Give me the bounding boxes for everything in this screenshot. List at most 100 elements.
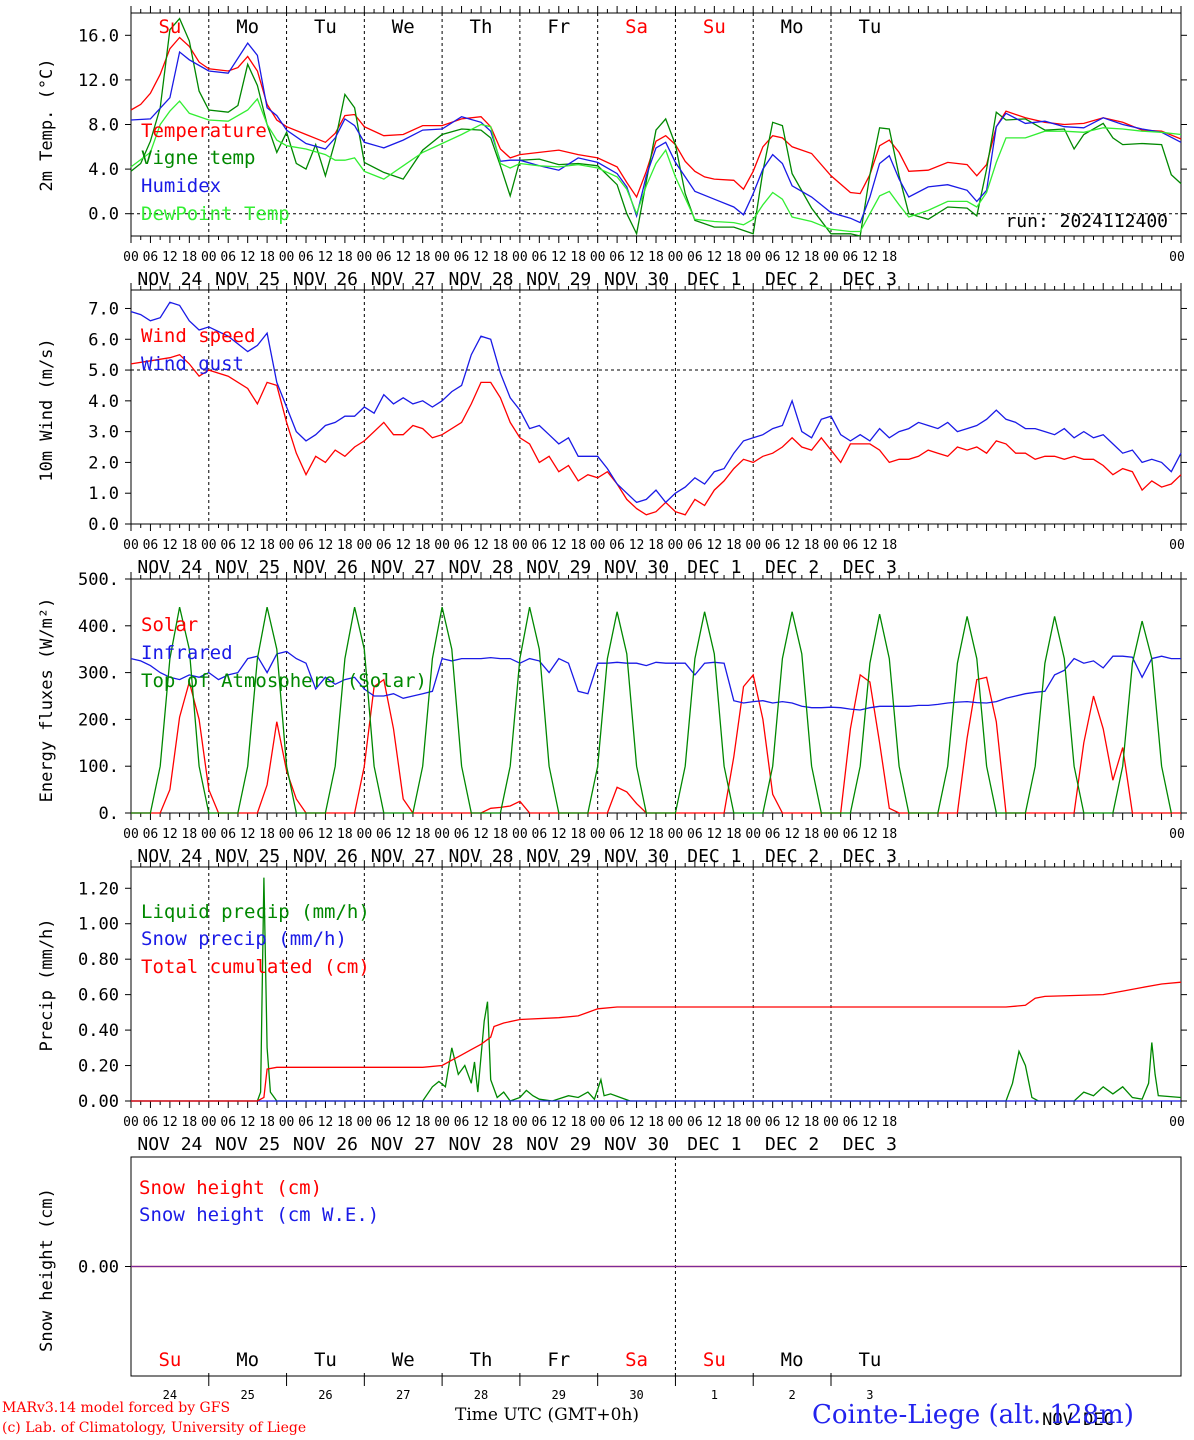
hour-tick-label: 00 [745, 538, 761, 553]
hour-tick-label: 06 [687, 827, 703, 842]
hour-tick-label: 18 [570, 538, 586, 553]
hour-tick-label: 06 [843, 1115, 859, 1130]
weekday-label-bottom: Mo [236, 1349, 259, 1371]
hour-tick-label: 12 [395, 827, 411, 842]
y-tick-label: 0.60 [78, 986, 119, 1006]
y-tick-label: 3.0 [88, 423, 119, 443]
y-tick-label: 300. [78, 664, 119, 684]
hour-tick-label: 06 [454, 250, 470, 265]
hour-tick-label: 00 [745, 1115, 761, 1130]
hour-tick-label: 18 [415, 1115, 431, 1130]
hour-tick-label: 18 [182, 250, 198, 265]
hour-tick-label: 00 [123, 250, 139, 265]
day-number-label: 29 [552, 1388, 566, 1402]
date-label: NOV 27 [371, 1134, 436, 1155]
legend-entry: Top of Atmosphere (Solar) [141, 670, 427, 692]
hour-tick-label: 00 [512, 827, 528, 842]
hour-tick-label: 00 [745, 827, 761, 842]
hour-tick-label: 18 [882, 1115, 898, 1130]
weekday-label: Su [158, 16, 181, 38]
hour-tick-label: 06 [609, 538, 625, 553]
panel-temperature: 0.04.08.012.016.02m Temp. (°C)00 06 12 18NO… [37, 6, 1187, 290]
day-number-label: 2 [788, 1388, 795, 1402]
hour-tick-label: 12 [784, 1115, 800, 1130]
hour-tick-label: 00 [668, 538, 684, 553]
series-line-total-cumulated-cm- [131, 981, 1182, 1102]
day-number-label: 1 [711, 1388, 718, 1402]
hour-tick-label: 00 [1169, 538, 1185, 553]
plot-frame [130, 289, 1182, 525]
y-tick-label: 8.0 [88, 116, 119, 136]
hour-tick-label: 18 [648, 1115, 664, 1130]
date-label: NOV 24 [137, 846, 202, 867]
hour-tick-label: 00 [668, 250, 684, 265]
hour-tick-label: 12 [784, 827, 800, 842]
hour-tick-label: 18 [415, 827, 431, 842]
hour-tick-label: 06 [843, 538, 859, 553]
temp-ylabel: 2m Temp. (°C) [37, 58, 57, 191]
series-line-humidex [130, 41, 1182, 224]
day-number-label: 3 [866, 1388, 873, 1402]
hour-tick-label: 00 [434, 250, 450, 265]
hour-tick-label: 00 [434, 538, 450, 553]
hour-tick-label: 06 [843, 827, 859, 842]
series-line-dewpoint-temp [130, 97, 1182, 233]
weekday-label-bottom: Su [703, 1349, 726, 1371]
hour-tick-label: 18 [804, 250, 820, 265]
date-label: NOV 27 [371, 269, 436, 290]
hour-tick-label: 00 [123, 538, 139, 553]
y-tick-label: 1.0 [88, 484, 119, 504]
hour-tick-label: 06 [687, 250, 703, 265]
hour-tick-label: 18 [259, 250, 275, 265]
hour-tick-label: 00 [1169, 827, 1185, 842]
hour-tick-label: 12 [862, 1115, 878, 1130]
series-line-infrared [130, 650, 1181, 711]
panel-precip: 0.00 0.20 0.40 0.60 0.80 1.00 1.20 Precip (mm/h… [37, 860, 1187, 1155]
date-label: DEC 3 [843, 1134, 897, 1155]
hour-tick-label: 12 [784, 538, 800, 553]
date-label: NOV 29 [526, 1134, 591, 1155]
legend-entry: Vigne temp [141, 147, 255, 169]
date-label: NOV 26 [293, 557, 358, 578]
hour-tick-label: 18 [493, 1115, 509, 1130]
hour-tick-label: 00 [668, 1115, 684, 1130]
weekday-label-bottom: We [392, 1349, 415, 1371]
date-label: NOV 29 [526, 269, 591, 290]
weekday-label: We [392, 16, 415, 38]
hour-tick-label: 12 [162, 250, 178, 265]
hour-tick-label: 12 [551, 538, 567, 553]
weekday-label: Tu [858, 16, 881, 38]
legend-entry: DewPoint Temp [141, 203, 290, 225]
y-tick-label: 0.20 [78, 1057, 119, 1077]
date-label: DEC 3 [843, 846, 897, 867]
hour-tick-label: 06 [454, 538, 470, 553]
hour-tick-label: 00 [823, 538, 839, 553]
hour-tick-label: 12 [240, 827, 256, 842]
hour-tick-label: 06 [143, 827, 159, 842]
hour-tick-label: 06 [298, 827, 314, 842]
y-tick-label: 0.00 [78, 1258, 119, 1278]
hour-tick-label: 18 [648, 538, 664, 553]
weekday-label: Th [470, 16, 493, 38]
hour-tick-label: 18 [337, 250, 353, 265]
hour-tick-label: 06 [532, 538, 548, 553]
hour-tick-label: 12 [551, 250, 567, 265]
y-tick-label: 5.0 [88, 361, 119, 381]
day-number-label: 27 [396, 1388, 410, 1402]
y-tick-label: 1.00 [78, 915, 119, 935]
hour-tick-label: 12 [629, 250, 645, 265]
hour-tick-label: 18 [804, 1115, 820, 1130]
hour-tick-label: 00 [590, 827, 606, 842]
hour-tick-label: 00 [279, 538, 295, 553]
hour-tick-label: 12 [395, 1115, 411, 1130]
hour-tick-label: 12 [862, 538, 878, 553]
hour-tick-label: 12 [473, 1115, 489, 1130]
hour-tick-label: 12 [551, 827, 567, 842]
lab-credit: (c) Lab. of Climatology, University of L… [2, 1420, 307, 1436]
hour-tick-label: 18 [726, 1115, 742, 1130]
energy-ylabel: Energy fluxes (W/m²) [37, 598, 57, 803]
legend-entry: Temperature [141, 120, 267, 142]
hour-tick-label: 18 [259, 827, 275, 842]
hour-tick-label: 12 [707, 250, 723, 265]
hour-tick-label: 18 [182, 538, 198, 553]
